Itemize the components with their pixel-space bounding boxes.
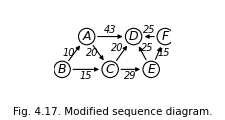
Text: 20: 20	[111, 43, 124, 53]
Circle shape	[125, 28, 142, 45]
Text: 43: 43	[104, 24, 116, 35]
Text: 15: 15	[80, 71, 92, 81]
Text: D: D	[129, 30, 138, 43]
Text: C: C	[106, 63, 115, 76]
Circle shape	[102, 61, 118, 78]
Circle shape	[143, 61, 159, 78]
Circle shape	[79, 28, 95, 45]
Text: 15: 15	[158, 48, 170, 58]
Text: 20: 20	[86, 48, 99, 58]
Text: Fig. 4.17. Modified sequence diagram.: Fig. 4.17. Modified sequence diagram.	[13, 107, 212, 117]
Text: 25: 25	[143, 24, 156, 35]
Text: 29: 29	[124, 71, 137, 81]
Text: E: E	[147, 63, 155, 76]
Text: A: A	[82, 30, 91, 43]
Circle shape	[54, 61, 70, 78]
Text: 25: 25	[141, 43, 153, 53]
Text: 10: 10	[62, 48, 75, 58]
Text: F: F	[162, 30, 169, 43]
Circle shape	[157, 28, 173, 45]
Text: B: B	[58, 63, 66, 76]
